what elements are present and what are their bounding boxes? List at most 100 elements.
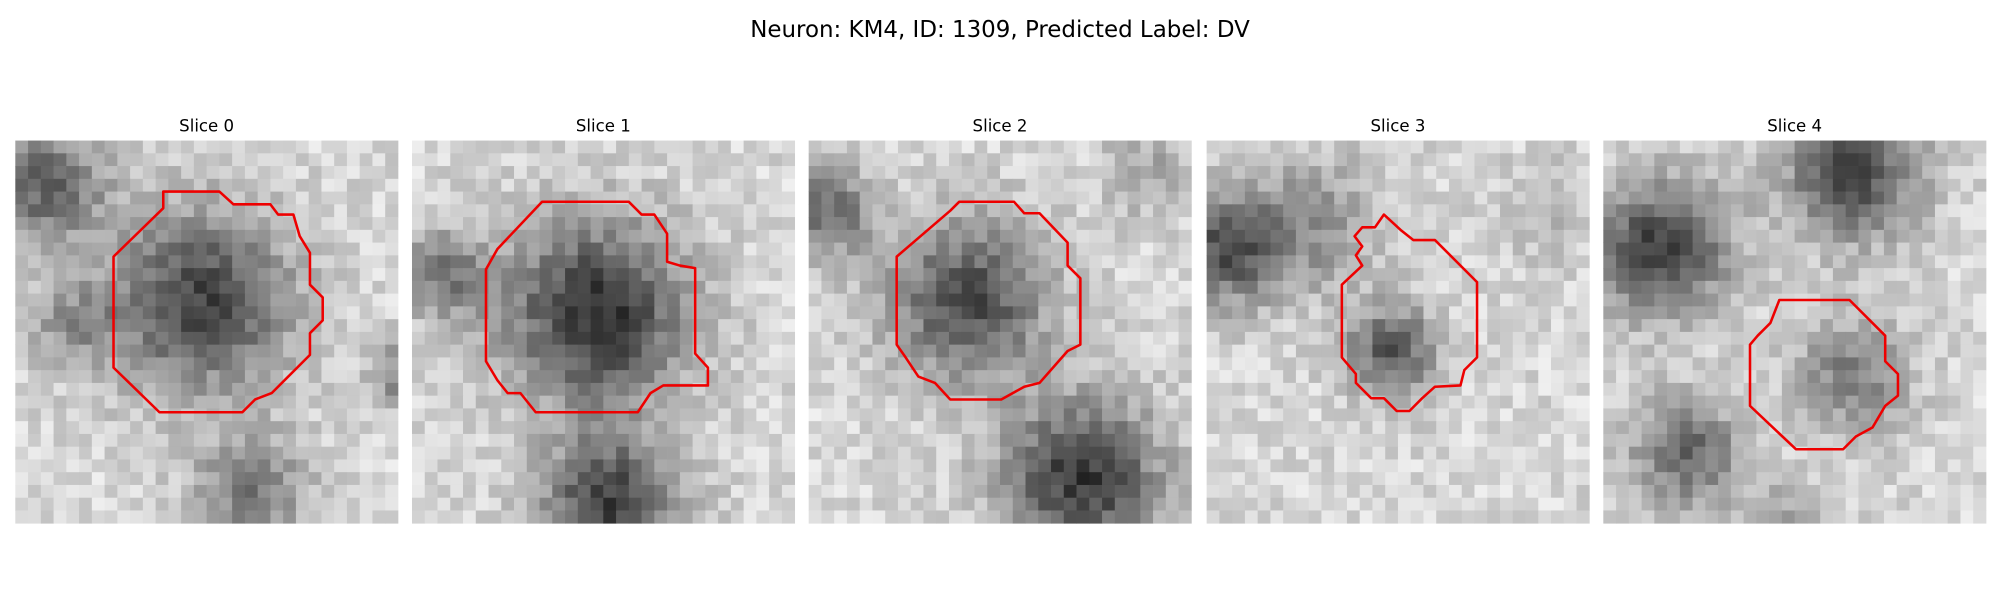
pixel xyxy=(1436,472,1450,486)
pixel xyxy=(79,293,93,307)
pixel xyxy=(1063,140,1077,154)
pixel xyxy=(705,191,719,205)
pixel xyxy=(1871,395,1885,409)
pixel xyxy=(1845,319,1859,333)
pixel xyxy=(808,306,822,320)
pixel xyxy=(424,421,438,435)
pixel xyxy=(295,268,310,282)
pixel xyxy=(1692,484,1706,499)
pixel xyxy=(321,319,335,333)
pixel xyxy=(1603,178,1617,192)
pixel xyxy=(91,421,105,435)
pixel xyxy=(219,344,233,358)
pixel xyxy=(1487,497,1501,511)
pixel xyxy=(359,204,373,218)
image-panel: Slice 1 xyxy=(411,117,796,524)
pixel xyxy=(1794,433,1808,448)
pixel xyxy=(1308,217,1322,231)
pixel xyxy=(1934,268,1949,282)
pixel xyxy=(411,153,426,167)
pixel xyxy=(28,344,42,358)
pixel xyxy=(872,140,886,154)
pixel xyxy=(730,268,745,282)
pixel xyxy=(1781,484,1796,499)
pixel xyxy=(104,140,118,154)
pixel xyxy=(923,344,937,358)
pixel xyxy=(565,242,579,256)
pixel xyxy=(1641,191,1655,205)
pixel xyxy=(1730,484,1745,499)
pixel xyxy=(718,459,732,473)
pixel xyxy=(1025,497,1039,511)
pixel xyxy=(1089,370,1103,384)
pixel xyxy=(872,191,886,205)
pixel xyxy=(1934,204,1949,218)
pixel xyxy=(1076,178,1090,192)
pixel xyxy=(1232,255,1246,269)
pixel xyxy=(654,395,668,409)
pixel xyxy=(897,229,912,243)
pixel xyxy=(142,204,156,218)
pixel xyxy=(91,268,105,282)
pixel xyxy=(117,421,131,435)
pixel xyxy=(283,306,297,320)
pixel xyxy=(1576,319,1590,333)
pixel xyxy=(910,497,924,511)
pixel xyxy=(181,319,195,333)
pixel xyxy=(974,433,988,448)
pixel xyxy=(961,370,975,384)
pixel xyxy=(1794,484,1808,499)
pixel xyxy=(130,178,144,192)
pixel xyxy=(1410,217,1424,231)
pixel xyxy=(1346,306,1361,320)
pixel xyxy=(1525,446,1539,460)
pixel xyxy=(1743,293,1757,307)
pixel xyxy=(1206,433,1220,448)
pixel xyxy=(1206,217,1220,231)
pixel xyxy=(1947,331,1961,346)
pixel xyxy=(897,382,912,397)
pixel xyxy=(1206,268,1220,282)
pixel xyxy=(15,459,29,473)
pixel xyxy=(936,510,950,524)
pixel xyxy=(385,268,399,282)
pixel xyxy=(948,153,963,167)
pixel xyxy=(1114,242,1128,256)
pixel xyxy=(1871,140,1885,154)
pixel xyxy=(1832,178,1847,192)
pixel xyxy=(488,484,502,499)
pixel xyxy=(1538,191,1552,205)
pixel xyxy=(808,178,822,192)
pixel xyxy=(104,242,118,256)
pixel xyxy=(730,306,745,320)
pixel xyxy=(526,433,540,448)
pixel xyxy=(155,497,169,511)
pixel xyxy=(334,242,348,256)
pixel xyxy=(1321,293,1335,307)
pixel xyxy=(308,370,322,384)
pixel xyxy=(1283,331,1297,346)
pixel xyxy=(321,472,335,486)
pixel xyxy=(321,306,335,320)
pixel xyxy=(821,166,835,180)
pixel xyxy=(295,446,310,460)
pixel xyxy=(1756,178,1770,192)
pixel xyxy=(1909,370,1923,384)
pixel xyxy=(1244,472,1259,486)
pixel xyxy=(834,370,848,384)
pixel xyxy=(463,166,477,180)
pixel xyxy=(1512,293,1526,307)
pixel xyxy=(1474,140,1488,154)
pixel xyxy=(488,242,502,256)
pixel xyxy=(885,357,899,371)
pixel xyxy=(1114,459,1128,473)
pixel xyxy=(1641,421,1655,435)
pixel xyxy=(1500,382,1514,397)
pixel xyxy=(961,153,975,167)
pixel xyxy=(1038,178,1052,192)
pixel xyxy=(488,357,502,371)
pixel xyxy=(40,242,54,256)
pixel xyxy=(834,153,848,167)
pixel xyxy=(1219,204,1233,218)
pixel xyxy=(718,370,732,384)
